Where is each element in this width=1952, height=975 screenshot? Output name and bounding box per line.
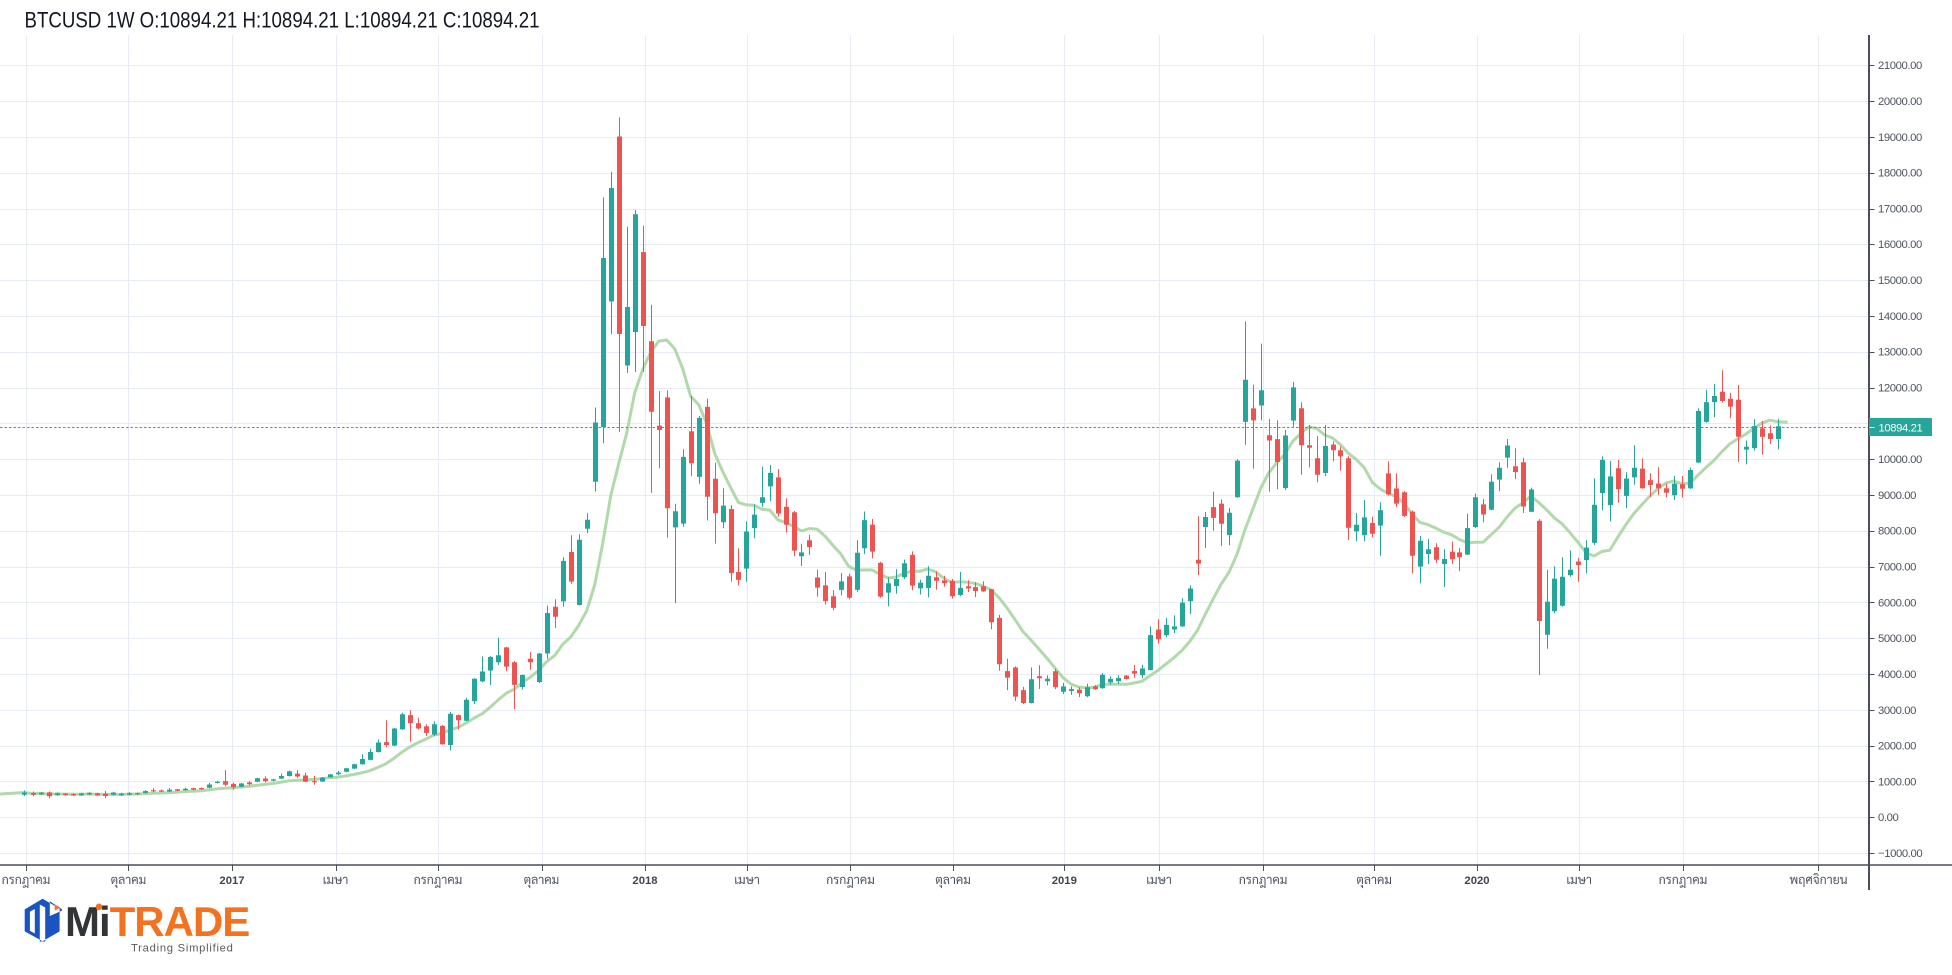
svg-text:2017: 2017	[219, 875, 244, 887]
svg-text:16000.00: 16000.00	[1878, 239, 1922, 251]
svg-text:13000.00: 13000.00	[1878, 347, 1922, 359]
svg-text:9000.00: 9000.00	[1878, 490, 1916, 502]
svg-text:1000.00: 1000.00	[1878, 776, 1916, 788]
svg-text:5000.00: 5000.00	[1878, 633, 1916, 645]
svg-text:3000.00: 3000.00	[1878, 705, 1916, 717]
svg-text:2020: 2020	[1464, 875, 1489, 887]
svg-text:20000.00: 20000.00	[1878, 96, 1922, 108]
svg-text:Trading Simplified: Trading Simplified	[131, 943, 234, 955]
svg-text:14000.00: 14000.00	[1878, 311, 1922, 323]
svg-text:8000.00: 8000.00	[1878, 526, 1916, 538]
svg-text:MiTRADE: MiTRADE	[65, 898, 249, 945]
svg-text:BTCUSD 1W O:10894.21 H:10894.2: BTCUSD 1W O:10894.21 H:10894.21 L:10894.…	[25, 8, 540, 33]
svg-text:6000.00: 6000.00	[1878, 597, 1916, 609]
svg-text:10894.21: 10894.21	[1879, 422, 1923, 434]
svg-text:7000.00: 7000.00	[1878, 562, 1916, 574]
svg-text:12000.00: 12000.00	[1878, 383, 1922, 395]
svg-text:2000.00: 2000.00	[1878, 741, 1916, 753]
svg-text:2018: 2018	[632, 875, 657, 887]
svg-text:0.00: 0.00	[1878, 812, 1899, 824]
svg-text:21000.00: 21000.00	[1878, 60, 1922, 72]
svg-text:10000.00: 10000.00	[1878, 454, 1922, 466]
svg-text:2019: 2019	[1052, 875, 1077, 887]
svg-text:4000.00: 4000.00	[1878, 669, 1916, 681]
svg-text:17000.00: 17000.00	[1878, 203, 1922, 215]
svg-text:18000.00: 18000.00	[1878, 168, 1922, 180]
svg-text:19000.00: 19000.00	[1878, 132, 1922, 144]
svg-text:−1000.00: −1000.00	[1878, 848, 1922, 860]
svg-text:15000.00: 15000.00	[1878, 275, 1922, 287]
